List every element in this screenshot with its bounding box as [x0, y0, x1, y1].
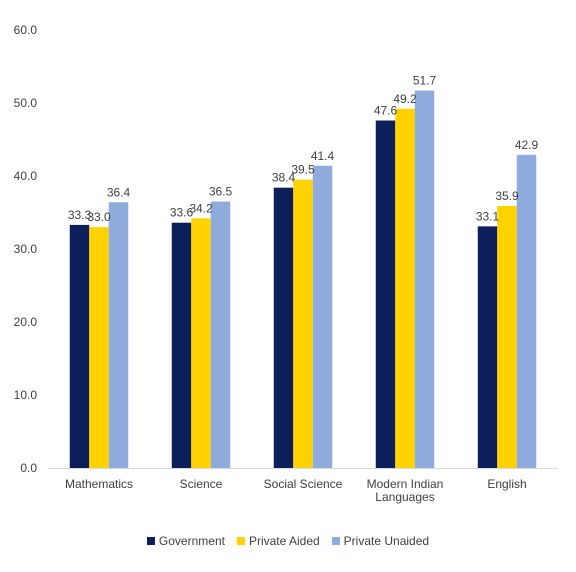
y-tick-label: 50.0 — [14, 96, 38, 110]
y-tick-label: 60.0 — [14, 23, 38, 37]
data-label: 42.9 — [515, 138, 539, 152]
y-tick-label: 10.0 — [14, 388, 38, 402]
y-tick-label: 0.0 — [20, 461, 37, 475]
x-axis: Mathematics Science Social Science Modern I… — [48, 468, 558, 504]
bar — [191, 218, 211, 468]
data-label: 33.1 — [476, 209, 500, 223]
legend: Government Private Aided Private Unaided — [0, 534, 576, 548]
data-label: 36.4 — [107, 185, 131, 199]
bar — [171, 222, 192, 468]
x-tick-label: Mathematics — [65, 477, 133, 491]
bar — [395, 108, 415, 468]
x-tick-label: Modern Indian — [367, 477, 444, 491]
x-tick-label: English — [487, 477, 526, 491]
y-tick-label: 30.0 — [14, 242, 38, 256]
x-tick-label: Languages — [375, 490, 434, 504]
x-tick-label: Social Science — [264, 477, 343, 491]
data-label: 47.6 — [374, 104, 398, 118]
y-tick-label: 20.0 — [14, 315, 38, 329]
bar — [497, 205, 517, 468]
bar — [414, 90, 435, 468]
data-label: 33.6 — [170, 206, 194, 220]
bar-chart: 0.0 10.0 20.0 30.0 40.0 50.0 60.0 33.333.0 36.4… — [14, 23, 558, 504]
legend-label: Private Aided — [248, 534, 320, 548]
data-label: 49.2 — [393, 92, 417, 106]
bar — [69, 224, 90, 468]
data-label: 41.4 — [311, 149, 335, 163]
bar — [477, 226, 498, 468]
bar — [210, 201, 231, 469]
data-label: 33.3 — [68, 208, 92, 222]
data-label: 51.7 — [413, 74, 437, 88]
bar — [516, 154, 537, 468]
data-label: 35.9 — [495, 189, 519, 203]
data-label: 38.4 — [272, 171, 296, 185]
legend-swatch — [331, 537, 340, 545]
bar — [89, 227, 109, 468]
data-labels: 33.333.0 36.4 33.634.2 36.5 38.439.541.4 47.6… — [68, 74, 539, 225]
legend-label: Government — [158, 534, 225, 548]
data-label: 33.0 — [87, 210, 111, 224]
data-label: 39.5 — [291, 163, 315, 177]
legend-item: Government — [146, 534, 225, 548]
data-label: 34.2 — [189, 201, 213, 215]
bar — [273, 187, 294, 468]
bar — [293, 179, 313, 468]
bar — [312, 165, 333, 468]
legend-label: Private Unaided — [343, 534, 430, 548]
bar — [375, 120, 396, 469]
x-tick-label: Science — [180, 477, 223, 491]
bar — [108, 202, 129, 468]
legend-item: Private Unaided — [331, 534, 430, 548]
legend-item: Private Aided — [236, 534, 320, 548]
legend-swatch — [146, 537, 155, 545]
data-label: 36.5 — [209, 185, 233, 199]
y-tick-label: 40.0 — [14, 169, 38, 183]
legend-swatch — [236, 537, 245, 545]
y-axis: 0.0 10.0 20.0 30.0 40.0 50.0 60.0 — [14, 23, 38, 475]
bars — [69, 90, 537, 469]
